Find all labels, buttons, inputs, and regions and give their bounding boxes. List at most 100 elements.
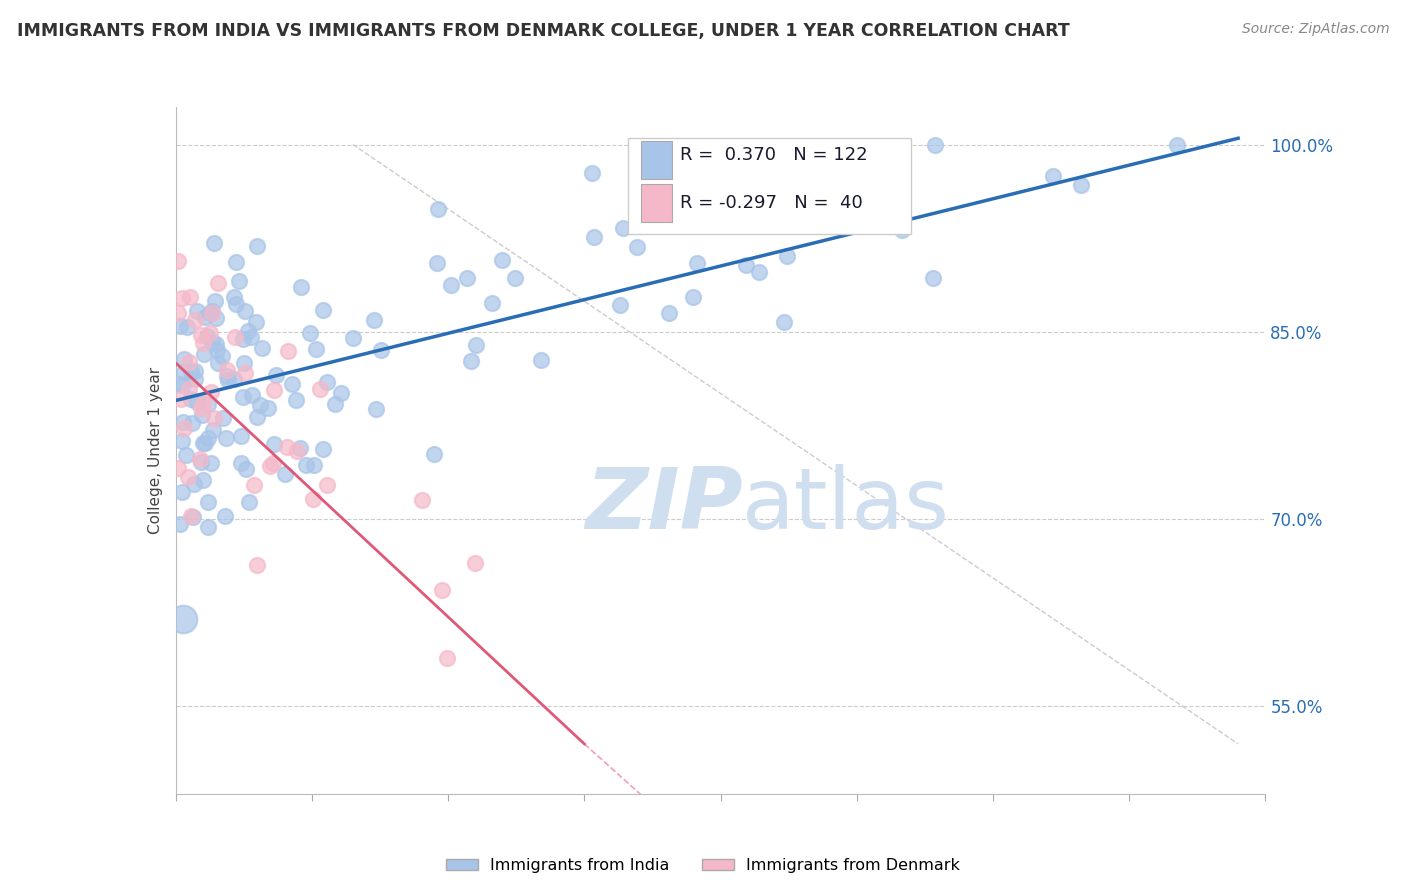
Point	[262, 456, 284, 470]
Point	[205, 337, 228, 351]
Point	[246, 558, 269, 572]
Point	[281, 377, 304, 392]
Point	[205, 311, 228, 326]
Point	[205, 343, 228, 357]
Point	[312, 302, 335, 317]
Point	[211, 350, 233, 364]
Point	[252, 341, 274, 355]
Point	[922, 271, 945, 285]
Point	[316, 375, 339, 389]
Point	[201, 306, 224, 320]
Point	[184, 372, 207, 386]
Point	[263, 384, 285, 398]
Point	[183, 364, 205, 378]
Point	[290, 280, 312, 294]
Point	[243, 477, 266, 491]
Point	[172, 612, 194, 626]
Point	[285, 393, 308, 408]
Point	[316, 477, 339, 491]
Point	[423, 446, 446, 460]
Point	[274, 467, 297, 481]
Point	[503, 270, 526, 285]
Point	[228, 274, 250, 288]
Point	[212, 410, 235, 425]
Point	[188, 451, 211, 466]
Bar	[641, 184, 672, 222]
Point	[235, 461, 257, 475]
Point	[240, 329, 263, 343]
Point	[225, 297, 247, 311]
Point	[197, 520, 219, 534]
Point	[1166, 137, 1188, 152]
Point	[456, 271, 478, 285]
Point	[231, 457, 253, 471]
Point	[201, 423, 224, 437]
Point	[217, 373, 239, 387]
Point	[426, 202, 449, 217]
Point	[302, 492, 325, 507]
Point	[176, 469, 198, 483]
Point	[342, 331, 364, 345]
Point	[173, 365, 195, 379]
Point	[363, 312, 385, 326]
Point	[312, 442, 335, 456]
Point	[259, 459, 281, 474]
Point	[232, 332, 254, 346]
Point	[609, 298, 631, 312]
Point	[172, 415, 194, 429]
Point	[772, 315, 794, 329]
Point	[170, 434, 193, 448]
Point	[323, 396, 346, 410]
Point	[202, 411, 225, 425]
Point	[583, 229, 606, 244]
Point	[224, 290, 246, 304]
Point	[249, 398, 271, 412]
Point	[890, 223, 912, 237]
Point	[530, 353, 553, 368]
Point	[263, 436, 285, 450]
Point	[924, 137, 946, 152]
Point	[197, 329, 219, 343]
Point	[224, 330, 246, 344]
Point	[170, 291, 193, 305]
Point	[626, 240, 648, 254]
Point	[264, 368, 287, 382]
Point	[180, 392, 202, 407]
Point	[177, 382, 200, 396]
Point	[1070, 178, 1092, 193]
Point	[233, 356, 256, 370]
Point	[329, 385, 352, 400]
Point	[180, 364, 202, 378]
Point	[215, 431, 238, 445]
Point	[302, 458, 325, 473]
Point	[186, 395, 208, 409]
Point	[169, 318, 191, 333]
Text: Source: ZipAtlas.com: Source: ZipAtlas.com	[1241, 22, 1389, 37]
Point	[184, 313, 207, 327]
Point	[200, 384, 222, 399]
Point	[238, 495, 260, 509]
Point	[173, 351, 195, 366]
Point	[176, 449, 198, 463]
Point	[190, 455, 212, 469]
Point	[240, 388, 263, 402]
Point	[200, 326, 222, 340]
Point	[194, 310, 217, 325]
Point	[231, 429, 253, 443]
Point	[734, 258, 756, 272]
Text: ZIP: ZIP	[585, 464, 742, 547]
Point	[465, 337, 488, 351]
Text: R = -0.297   N =  40: R = -0.297 N = 40	[681, 194, 863, 212]
Point	[191, 336, 214, 351]
Point	[658, 306, 681, 320]
Point	[581, 166, 603, 180]
Point	[309, 382, 332, 396]
Point	[235, 304, 257, 318]
Point	[190, 328, 212, 343]
Point	[481, 295, 503, 310]
Point	[366, 402, 388, 417]
Point	[232, 390, 254, 404]
Point	[180, 509, 202, 524]
Point	[225, 254, 247, 268]
Point	[769, 217, 792, 231]
